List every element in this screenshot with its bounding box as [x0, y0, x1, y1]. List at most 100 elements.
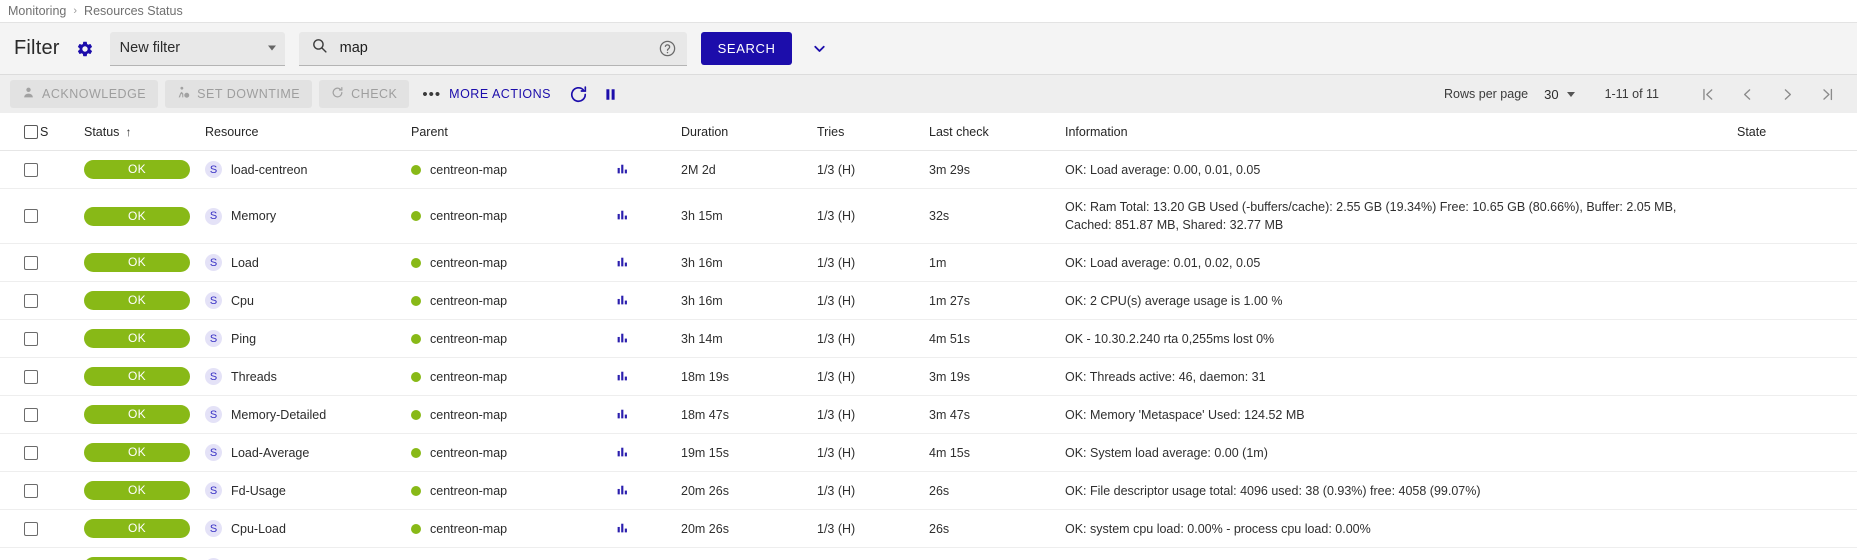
resource-name[interactable]: Load [231, 255, 259, 270]
row-tries: 1/3 (H) [817, 395, 929, 434]
check-button[interactable]: CHECK [319, 80, 410, 108]
status-badge[interactable]: OK [84, 253, 190, 272]
resource-name[interactable]: Cpu-Load [231, 521, 286, 536]
chevron-down-icon[interactable] [806, 36, 832, 62]
more-actions-button[interactable]: ••• MORE ACTIONS [422, 87, 551, 102]
row-last-check: 3m 29s [929, 150, 1065, 189]
graph-icon[interactable] [616, 331, 629, 347]
previous-page-button[interactable] [1727, 80, 1767, 108]
filter-select[interactable]: New filter [109, 31, 285, 66]
first-page-button[interactable] [1687, 80, 1727, 108]
status-badge[interactable]: OK [84, 481, 190, 500]
resource-name[interactable]: Fd-Usage [231, 483, 286, 498]
th-tries[interactable]: Tries [817, 113, 929, 151]
next-page-button[interactable] [1767, 80, 1807, 108]
status-badge[interactable]: OK [84, 367, 190, 386]
filter-title: Filter [14, 37, 60, 59]
status-badge[interactable]: OK [84, 160, 190, 179]
graph-icon[interactable] [616, 162, 629, 178]
row-checkbox[interactable] [24, 293, 38, 308]
filter-select-value: New filter [119, 40, 181, 56]
parent-name[interactable]: centreon-map [430, 255, 508, 270]
row-parent-cell: centreon-map [411, 547, 681, 560]
status-badge[interactable]: OK [84, 329, 190, 348]
row-information: OK: 2 CPU(s) average usage is 1.00 % [1065, 281, 1737, 320]
th-information[interactable]: Information [1065, 113, 1737, 151]
refresh-icon[interactable] [565, 81, 591, 107]
rows-per-page-select[interactable]: 30 [1544, 87, 1575, 102]
acknowledge-button[interactable]: ACKNOWLEDGE [10, 80, 159, 108]
table-row[interactable]: OK S Threads centreon-map 18m 19s 1/3 (H) 3m 1… [0, 357, 1857, 396]
pagination-controls: Rows per page 30 1-11 of 11 [1444, 80, 1847, 108]
th-last-check[interactable]: Last check [929, 113, 1065, 151]
resource-name[interactable]: Load-Average [231, 445, 310, 460]
th-parent[interactable]: Parent [411, 113, 681, 151]
th-resource[interactable]: Resource [205, 113, 411, 151]
table-row[interactable]: OK S Cpu centreon-map 3h 16m 1/3 (H) 1m 27s OK:… [0, 281, 1857, 320]
gear-icon[interactable] [74, 38, 96, 60]
set-downtime-button[interactable]: SET DOWNTIME [165, 80, 313, 108]
table-row[interactable]: OK S Cpu-Load centreon-map 20m 26s 1/3 (H) 26s… [0, 509, 1857, 548]
row-checkbox[interactable] [24, 483, 38, 498]
graph-icon[interactable] [616, 445, 629, 461]
parent-name[interactable]: centreon-map [430, 445, 508, 460]
row-checkbox[interactable] [24, 255, 38, 270]
row-checkbox[interactable] [24, 407, 38, 422]
resource-name[interactable]: load-centreon [231, 162, 308, 177]
table-row[interactable]: OK S Ping centreon-map 3h 14m 1/3 (H) 4m 51s OK… [0, 319, 1857, 358]
resource-name[interactable]: Threads [231, 369, 277, 384]
status-badge[interactable]: OK [84, 519, 190, 538]
pause-icon[interactable] [597, 81, 623, 107]
graph-icon[interactable] [616, 369, 629, 385]
graph-icon[interactable] [616, 407, 629, 423]
graph-icon[interactable] [616, 255, 629, 271]
th-state[interactable]: State [1737, 113, 1857, 151]
row-checkbox[interactable] [24, 445, 38, 460]
th-status[interactable]: Status ↑ [84, 113, 205, 151]
search-button[interactable]: SEARCH [700, 32, 793, 65]
parent-name[interactable]: centreon-map [430, 369, 508, 384]
th-duration[interactable]: Duration [681, 113, 817, 151]
table-row[interactable]: OK S Load centreon-map 3h 16m 1/3 (H) 1m OK: Lo… [0, 243, 1857, 282]
graph-icon[interactable] [616, 208, 629, 224]
parent-name[interactable]: centreon-map [430, 293, 508, 308]
row-checkbox[interactable] [24, 521, 38, 536]
parent-name[interactable]: centreon-map [430, 407, 508, 422]
row-checkbox[interactable] [24, 162, 38, 177]
table-row[interactable]: OKSClass-Countcentreon-map12m 25s1/3 (H)… [0, 547, 1857, 560]
table-row[interactable]: OK S Fd-Usage centreon-map 20m 26s 1/3 (H) 26s… [0, 471, 1857, 510]
parent-name[interactable]: centreon-map [430, 331, 508, 346]
last-page-button[interactable] [1807, 80, 1847, 108]
status-badge[interactable]: OK [84, 206, 190, 226]
row-checkbox[interactable] [24, 209, 38, 223]
parent-name[interactable]: centreon-map [430, 483, 508, 498]
table-row[interactable]: OK S Memory centreon-map 3h 15m 1/3 (H) 32s OK:… [0, 188, 1857, 244]
breadcrumb-monitoring[interactable]: Monitoring [8, 4, 67, 18]
graph-icon[interactable] [616, 293, 629, 309]
status-badge[interactable]: OK [84, 443, 190, 462]
table-row[interactable]: OK S Load-Average centreon-map 19m 15s 1/3 (H… [0, 433, 1857, 472]
resource-name[interactable]: Memory [231, 209, 277, 223]
parent-name[interactable]: centreon-map [430, 521, 508, 536]
status-badge[interactable]: OK [84, 405, 190, 424]
select-all-checkbox[interactable] [24, 125, 38, 139]
table-row[interactable]: OK S Memory-Detailed centreon-map 18m 47s 1/3… [0, 395, 1857, 434]
help-circle-icon[interactable] [658, 39, 677, 58]
graph-icon[interactable] [616, 521, 629, 537]
resource-name[interactable]: Ping [231, 331, 257, 346]
resource-name[interactable]: Memory-Detailed [231, 407, 327, 422]
row-resource-cell: S Memory [205, 188, 411, 244]
row-tries: 1/3 (H) [817, 319, 929, 358]
parent-name[interactable]: centreon-map [430, 209, 508, 223]
row-checkbox[interactable] [24, 369, 38, 384]
search-box[interactable] [298, 31, 687, 66]
graph-icon[interactable] [616, 483, 629, 499]
row-checkbox[interactable] [24, 331, 38, 346]
search-input[interactable] [339, 40, 646, 56]
resource-name[interactable]: Cpu [231, 293, 254, 308]
status-badge[interactable]: OK [84, 291, 190, 310]
th-s[interactable]: S [40, 113, 84, 151]
parent-name[interactable]: centreon-map [430, 162, 508, 177]
breadcrumb-resources-status[interactable]: Resources Status [84, 4, 183, 18]
